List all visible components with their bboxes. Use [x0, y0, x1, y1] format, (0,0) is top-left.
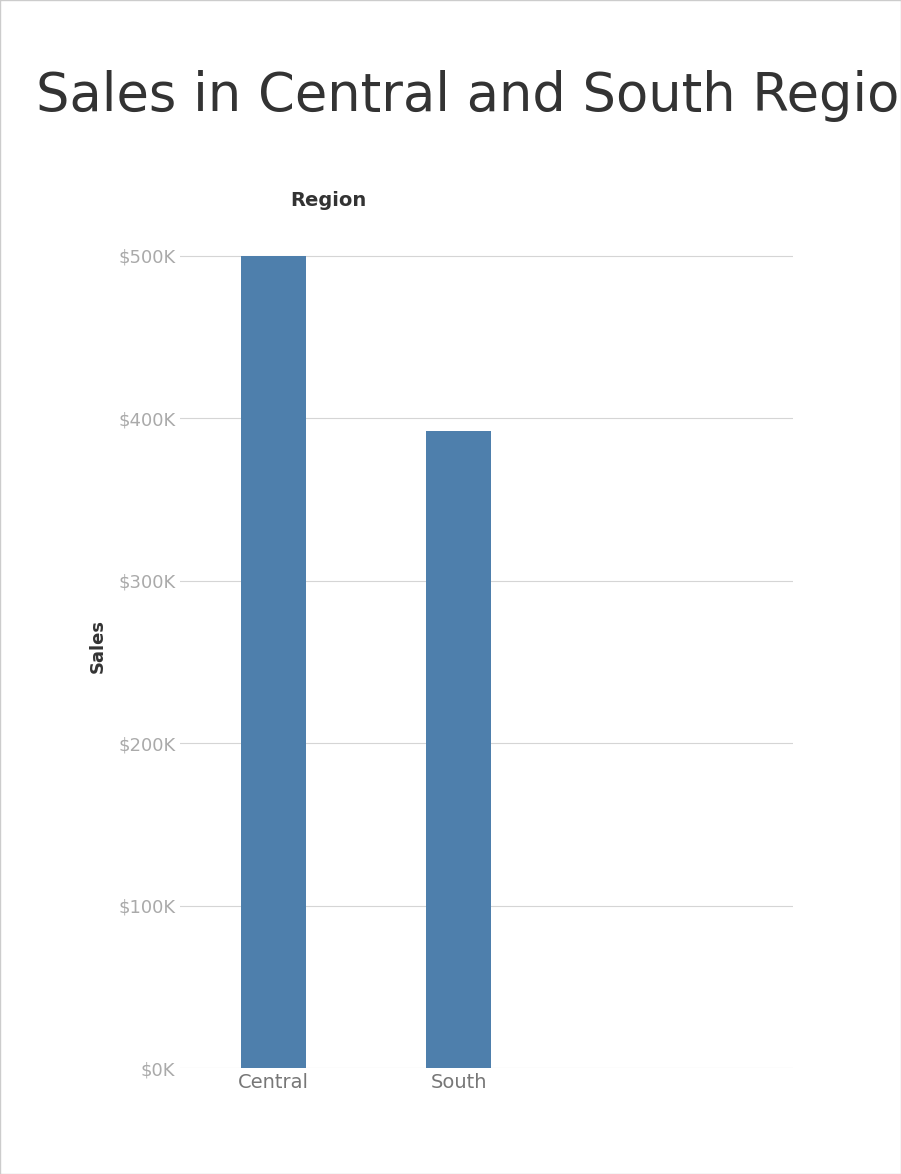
Text: Region: Region	[290, 191, 367, 210]
Bar	[426, 431, 491, 1068]
Y-axis label: Sales: Sales	[89, 619, 107, 673]
Bar	[241, 256, 305, 1068]
Text: Sales in Central and South Regions: Sales in Central and South Regions	[36, 70, 901, 122]
